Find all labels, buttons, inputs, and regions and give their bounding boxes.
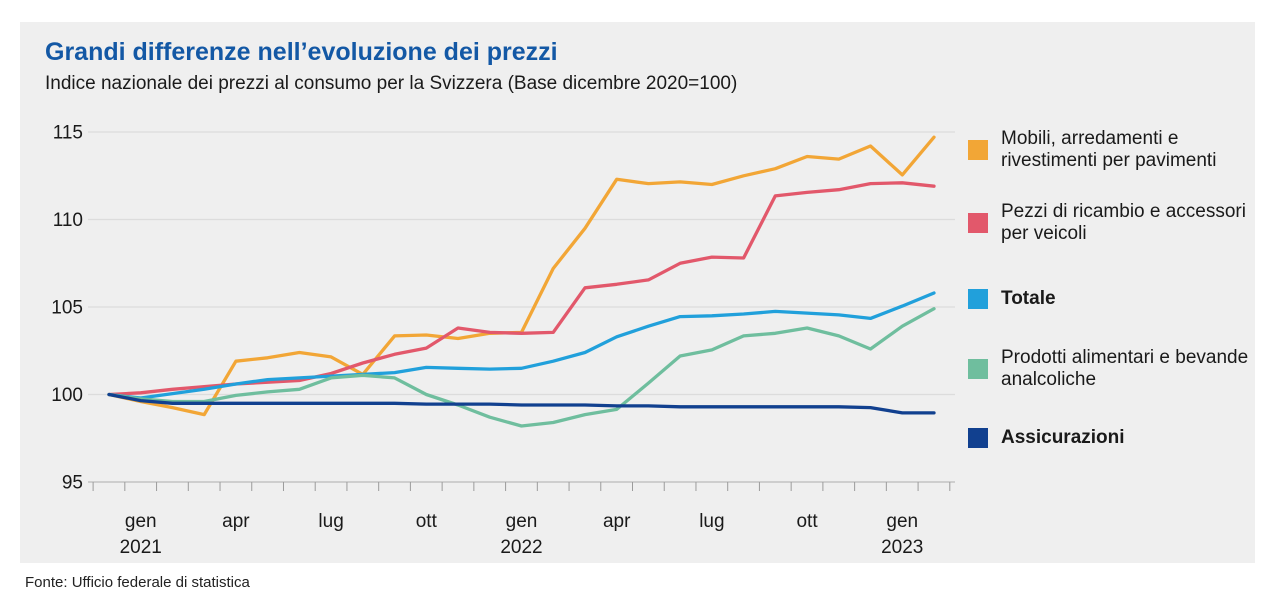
series-line-pezzi [107,181,936,397]
chart-card [20,22,1255,563]
series-line-totale [107,291,936,400]
legend-item-5: Assicurazioni [968,427,1251,449]
legend-swatch-icon [968,213,988,233]
y-axis-label-100: 100 [51,385,83,406]
x-axis-label-gen: gen [506,511,538,532]
legend-label: Mobili, arredamenti e rivestimenti per p… [1001,128,1217,171]
x-axis-label-apr: apr [603,511,631,532]
series-line-prodotti [107,307,936,428]
legend-item-3: Totale [968,288,1251,310]
legend-label: Pezzi di ricambio e accessori per veicol… [1001,201,1246,244]
legend-item-2: Pezzi di ricambio e accessori per veicol… [968,201,1251,245]
y-axis-label-110: 110 [53,210,83,231]
x-axis-label-gen: gen [125,511,157,532]
x-axis-year-2023: 2023 [881,537,923,558]
y-axis-label-115: 115 [53,123,83,144]
chart-title: Grandi differenze nell’evoluzione dei pr… [45,38,558,66]
y-axis-label-95: 95 [62,473,83,494]
y-axis-label-105: 105 [51,298,83,319]
legend-swatch-icon [968,359,988,379]
x-axis-label-lug: lug [318,511,343,532]
x-axis-label-apr: apr [222,511,250,532]
x-axis-year-2022: 2022 [500,537,542,558]
legend-item-1: Mobili, arredamenti e rivestimenti per p… [968,128,1251,172]
chart-subtitle: Indice nazionale dei prezzi al consumo p… [45,73,738,94]
series-line-mobili [107,135,936,417]
x-axis-year-2021: 2021 [120,537,162,558]
legend-label: Totale [1001,288,1056,309]
chart-legend: Mobili, arredamenti e rivestimenti per p… [968,0,1253,563]
source-note: Fonte: Ufficio federale di statistica [25,574,250,591]
series-line-assicurazioni [107,392,936,415]
x-axis-label-ott: ott [796,511,818,532]
legend-swatch-icon [968,140,988,160]
legend-label: Prodotti alimentari e bevande analcolich… [1001,347,1249,390]
x-axis-label-ott: ott [416,511,438,532]
x-axis-label-lug: lug [699,511,724,532]
legend-swatch-icon [968,428,988,448]
legend-swatch-icon [968,289,988,309]
legend-item-4: Prodotti alimentari e bevande analcolich… [968,347,1251,391]
legend-label: Assicurazioni [1001,427,1125,448]
x-axis-label-gen: gen [886,511,918,532]
